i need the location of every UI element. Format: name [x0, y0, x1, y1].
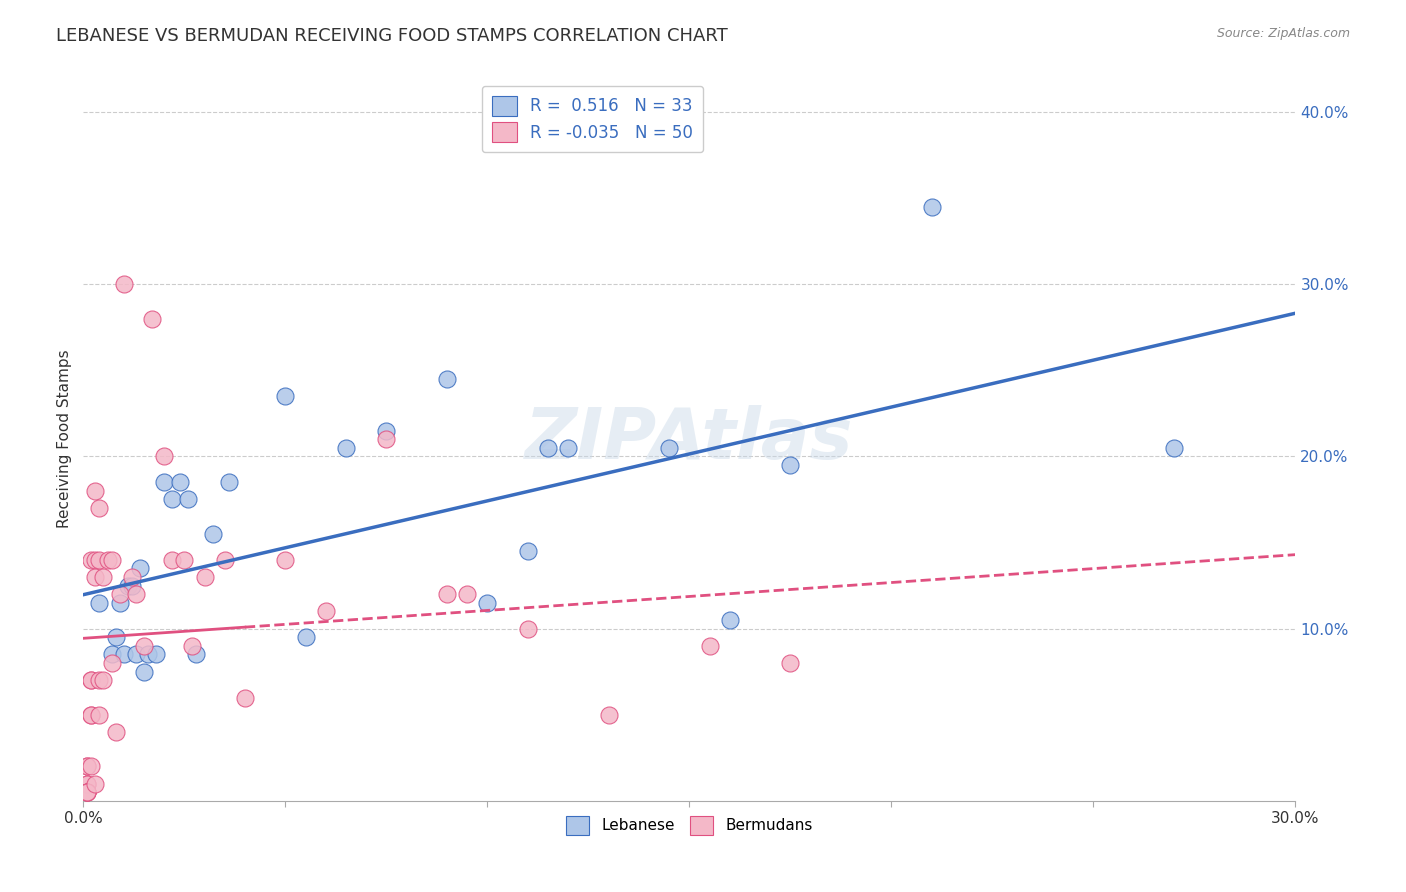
Point	[658, 441, 681, 455]
Point	[117, 578, 139, 592]
Point	[108, 596, 131, 610]
Point	[80, 759, 103, 773]
Point	[201, 527, 224, 541]
Point	[76, 777, 98, 791]
Point	[153, 450, 176, 464]
Point	[177, 492, 200, 507]
Point	[76, 785, 98, 799]
Point	[274, 553, 297, 567]
Point	[718, 613, 741, 627]
Point	[436, 372, 458, 386]
Point	[779, 656, 801, 670]
Point	[218, 475, 240, 490]
Point	[104, 630, 127, 644]
Point	[121, 578, 143, 592]
Point	[76, 785, 98, 799]
Point	[294, 630, 316, 644]
Point	[160, 492, 183, 507]
Point	[80, 673, 103, 688]
Point	[76, 777, 98, 791]
Point	[80, 553, 103, 567]
Point	[108, 587, 131, 601]
Point	[76, 759, 98, 773]
Point	[112, 648, 135, 662]
Point	[76, 785, 98, 799]
Point	[160, 553, 183, 567]
Point	[100, 553, 122, 567]
Point	[145, 648, 167, 662]
Point	[84, 553, 107, 567]
Point	[84, 777, 107, 791]
Point	[1163, 441, 1185, 455]
Point	[169, 475, 191, 490]
Point	[141, 311, 163, 326]
Point	[132, 665, 155, 679]
Point	[315, 604, 337, 618]
Point	[128, 561, 150, 575]
Point	[136, 648, 159, 662]
Point	[125, 587, 148, 601]
Point	[100, 648, 122, 662]
Text: Source: ZipAtlas.com: Source: ZipAtlas.com	[1216, 27, 1350, 40]
Point	[779, 458, 801, 472]
Point	[76, 785, 98, 799]
Point	[921, 200, 943, 214]
Point	[89, 501, 111, 516]
Point	[274, 389, 297, 403]
Point	[699, 639, 721, 653]
Point	[84, 483, 107, 498]
Point	[456, 587, 478, 601]
Point	[214, 553, 236, 567]
Point	[598, 707, 620, 722]
Point	[557, 441, 579, 455]
Y-axis label: Receiving Food Stamps: Receiving Food Stamps	[58, 350, 72, 528]
Point	[112, 277, 135, 292]
Point	[153, 475, 176, 490]
Point	[89, 596, 111, 610]
Point	[477, 596, 499, 610]
Text: ZIPAtlas: ZIPAtlas	[524, 405, 853, 474]
Legend: Lebanese, Bermudans: Lebanese, Bermudans	[557, 807, 821, 844]
Point	[104, 725, 127, 739]
Point	[89, 707, 111, 722]
Point	[181, 639, 204, 653]
Text: LEBANESE VS BERMUDAN RECEIVING FOOD STAMPS CORRELATION CHART: LEBANESE VS BERMUDAN RECEIVING FOOD STAM…	[56, 27, 728, 45]
Point	[80, 707, 103, 722]
Point	[132, 639, 155, 653]
Point	[537, 441, 560, 455]
Point	[89, 673, 111, 688]
Point	[76, 759, 98, 773]
Point	[173, 553, 195, 567]
Point	[516, 622, 538, 636]
Point	[93, 570, 115, 584]
Point	[80, 707, 103, 722]
Point	[375, 424, 398, 438]
Point	[93, 673, 115, 688]
Point	[100, 656, 122, 670]
Point	[516, 544, 538, 558]
Point	[80, 673, 103, 688]
Point	[121, 570, 143, 584]
Point	[96, 553, 118, 567]
Point	[375, 432, 398, 446]
Point	[233, 690, 256, 705]
Point	[186, 648, 208, 662]
Point	[89, 553, 111, 567]
Point	[335, 441, 357, 455]
Point	[436, 587, 458, 601]
Point	[193, 570, 215, 584]
Point	[84, 570, 107, 584]
Point	[125, 648, 148, 662]
